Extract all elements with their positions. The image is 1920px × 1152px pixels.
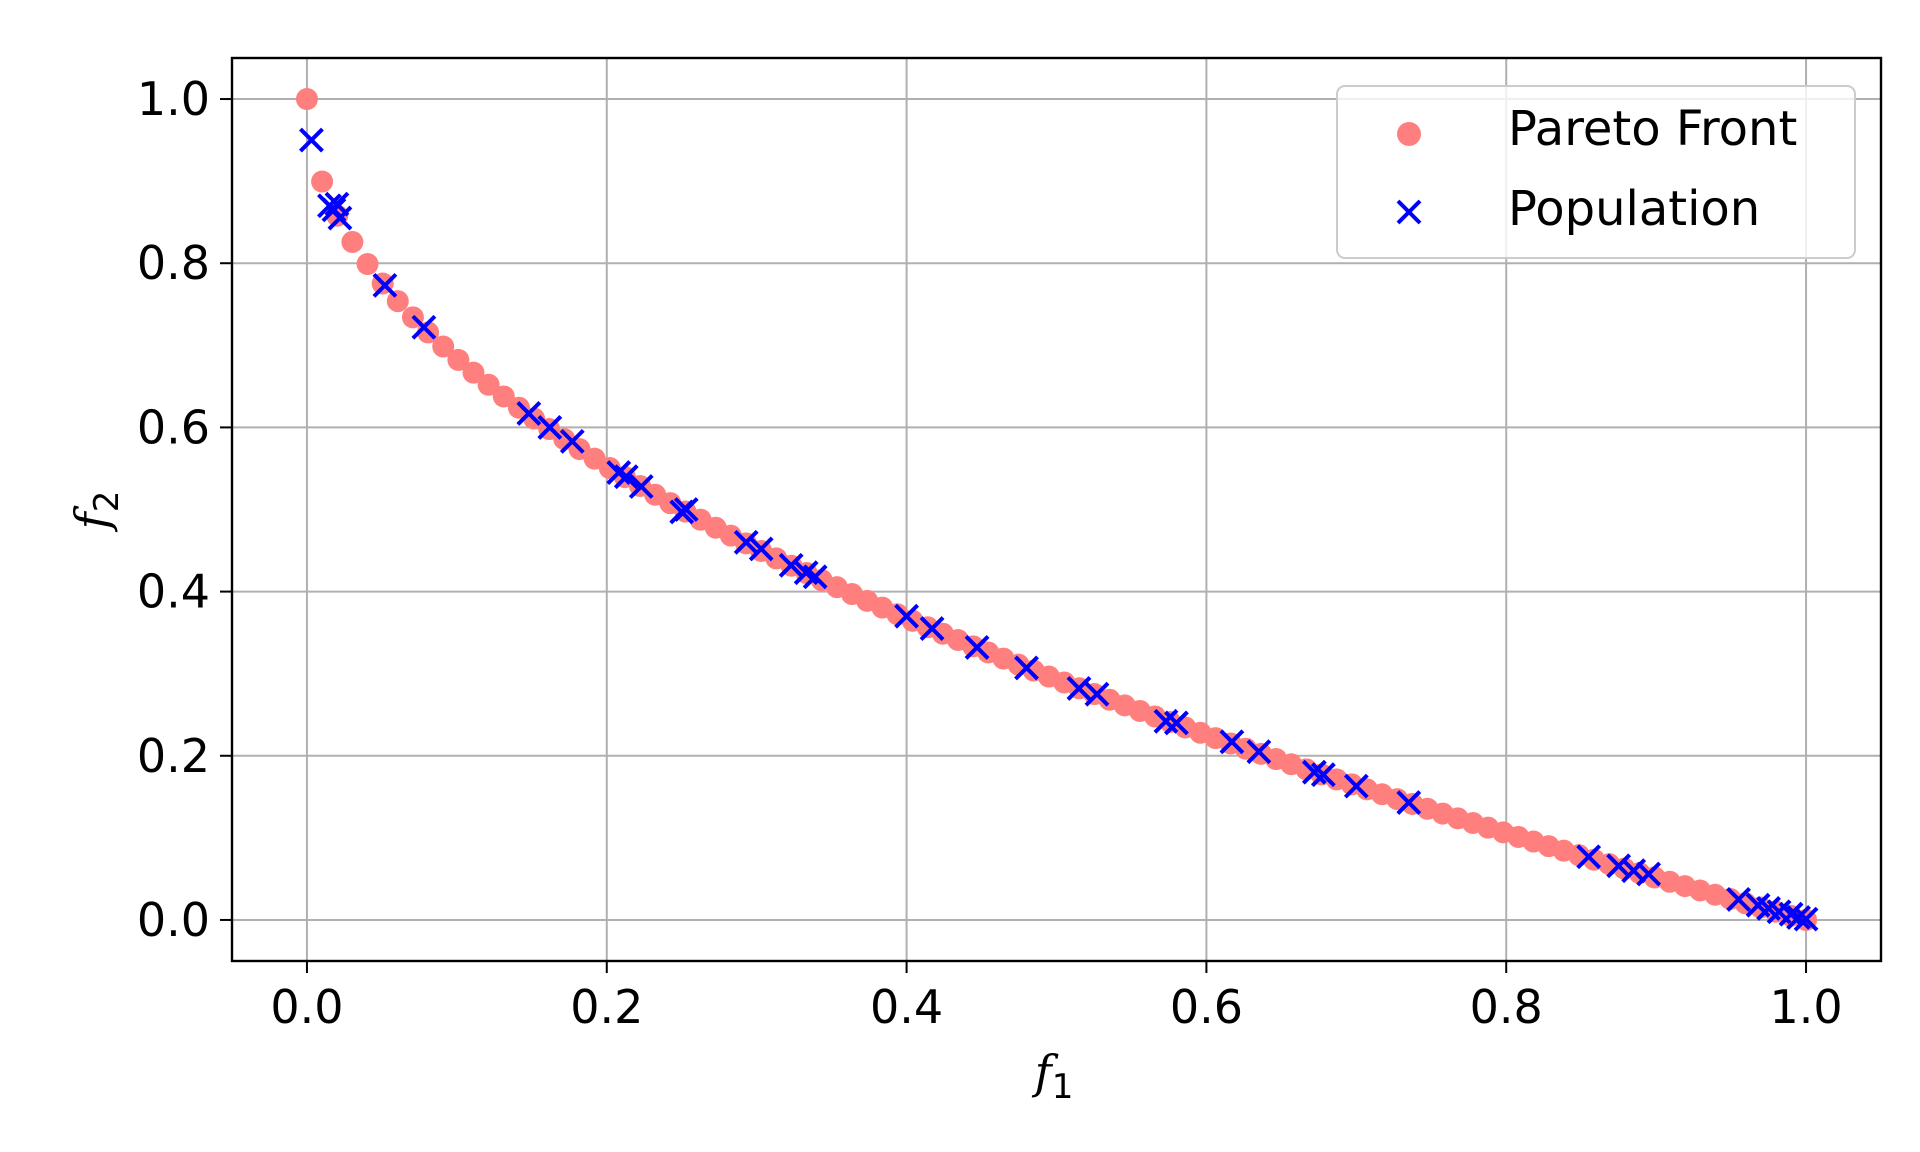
population-point xyxy=(673,497,699,522)
y-axis-label-sub: 2 xyxy=(87,491,127,513)
pareto-front-point xyxy=(477,373,500,396)
population-point xyxy=(516,401,542,426)
population-point xyxy=(1066,676,1092,701)
pareto-front-point xyxy=(492,385,515,408)
population-point xyxy=(327,205,353,231)
population-point xyxy=(1778,901,1804,927)
population-point xyxy=(606,460,632,485)
pareto-front-point xyxy=(356,253,379,276)
y-tick-label: 1.0 xyxy=(137,72,210,126)
legend-population-marker xyxy=(1396,199,1422,225)
population-point xyxy=(559,428,585,454)
y-tick-label: 0.2 xyxy=(137,729,210,783)
y-tick-label: 0.6 xyxy=(137,400,210,454)
population-point xyxy=(748,536,774,562)
plot-area-frame xyxy=(230,56,1883,963)
population-point xyxy=(964,634,990,660)
grid-lines xyxy=(232,58,1881,961)
population-point xyxy=(1164,710,1189,736)
population-point xyxy=(1301,759,1327,785)
x-tick-label: 1.0 xyxy=(1769,980,1842,1034)
population-point xyxy=(613,464,639,490)
pareto-front-point xyxy=(311,170,334,193)
x-tick-label: 0.2 xyxy=(570,980,643,1034)
legend-pareto-marker xyxy=(1397,122,1421,146)
population-point xyxy=(372,272,398,298)
pareto-front-point xyxy=(447,348,470,371)
legend: Pareto Front Population xyxy=(1336,85,1856,259)
population-point xyxy=(1014,655,1039,681)
x-tick-label: 0.6 xyxy=(1170,980,1243,1034)
population-point xyxy=(299,127,324,153)
x-tick-label: 0.4 xyxy=(870,980,943,1034)
y-tick-label: 0.0 xyxy=(137,893,210,947)
y-axis-ticks: 0.0 0.2 0.4 0.6 0.8 1.0 xyxy=(137,72,232,947)
x-tick-label: 0.0 xyxy=(270,980,343,1034)
y-tick-label: 0.8 xyxy=(137,236,210,290)
population-point xyxy=(919,616,945,641)
population-point xyxy=(1396,790,1422,815)
population-series xyxy=(299,127,1819,932)
population-point xyxy=(1576,844,1602,870)
pareto-front-point xyxy=(341,230,364,253)
x-axis-label: f1 xyxy=(1032,1045,1074,1107)
population-point xyxy=(1310,762,1336,788)
pareto-front-point xyxy=(432,335,455,358)
population-point xyxy=(1726,887,1752,912)
pareto-front-point xyxy=(386,290,409,313)
x-axis-label-sub: 1 xyxy=(1052,1067,1074,1107)
population-point xyxy=(1793,906,1819,932)
population-point xyxy=(1606,853,1632,879)
population-point xyxy=(778,552,804,578)
x-tick-label: 0.8 xyxy=(1470,980,1543,1034)
y-tick-label: 0.4 xyxy=(137,565,210,619)
population-point xyxy=(1246,739,1272,765)
population-point xyxy=(1084,681,1110,707)
x-axis-ticks: 0.0 0.2 0.4 0.6 0.8 1.0 xyxy=(270,961,1843,1034)
population-point xyxy=(1786,905,1811,930)
population-point xyxy=(1636,861,1662,887)
population-point xyxy=(1343,773,1369,799)
population-point xyxy=(537,414,563,440)
population-point xyxy=(894,603,920,629)
legend-pareto-label: Pareto Front xyxy=(1508,101,1797,157)
legend-box xyxy=(1336,85,1856,259)
population-point xyxy=(628,474,654,499)
population-point xyxy=(1219,729,1245,755)
population-point xyxy=(1621,858,1647,884)
legend-population-label: Population xyxy=(1508,181,1760,237)
population-point xyxy=(411,314,437,340)
population-point xyxy=(802,564,828,590)
pareto-front-point xyxy=(462,361,485,384)
population-point xyxy=(733,529,759,555)
pareto-front-point xyxy=(507,396,530,419)
pareto-front-point xyxy=(295,88,318,111)
